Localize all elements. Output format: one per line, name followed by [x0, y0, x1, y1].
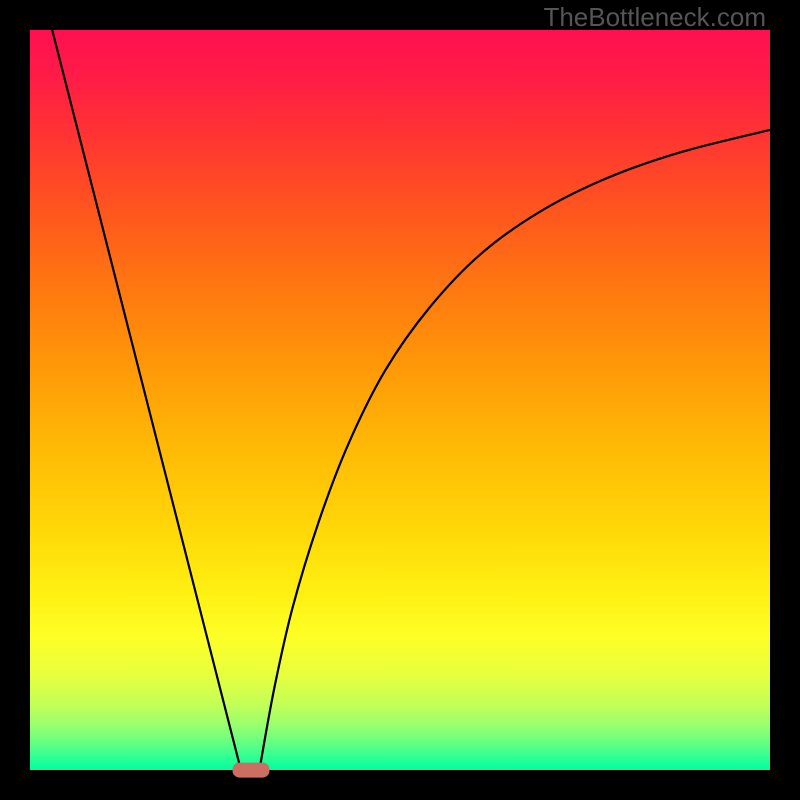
curve-overlay	[30, 30, 770, 770]
plot-area	[30, 30, 770, 770]
minimum-marker	[232, 763, 269, 778]
watermark-text: TheBottleneck.com	[543, 2, 766, 33]
chart-container: TheBottleneck.com	[0, 0, 800, 800]
